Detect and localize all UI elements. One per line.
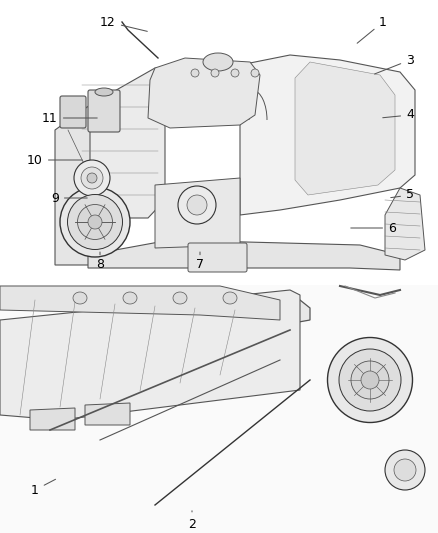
Polygon shape xyxy=(78,68,165,218)
Polygon shape xyxy=(85,403,130,425)
Text: 11: 11 xyxy=(42,111,97,125)
Text: 1: 1 xyxy=(31,479,56,497)
Ellipse shape xyxy=(251,69,259,77)
Ellipse shape xyxy=(203,53,233,71)
Ellipse shape xyxy=(60,187,130,257)
Polygon shape xyxy=(155,178,240,248)
Ellipse shape xyxy=(223,292,237,304)
Text: 7: 7 xyxy=(196,252,204,271)
Ellipse shape xyxy=(67,195,123,249)
Text: 9: 9 xyxy=(51,191,87,205)
Ellipse shape xyxy=(88,215,102,229)
Text: 1: 1 xyxy=(357,15,387,43)
Text: 3: 3 xyxy=(374,53,414,74)
Ellipse shape xyxy=(173,292,187,304)
Ellipse shape xyxy=(187,195,207,215)
Ellipse shape xyxy=(191,69,199,77)
Ellipse shape xyxy=(123,292,137,304)
Text: 2: 2 xyxy=(188,511,196,530)
Text: 6: 6 xyxy=(351,222,396,235)
Ellipse shape xyxy=(73,292,87,304)
Ellipse shape xyxy=(351,361,389,399)
Polygon shape xyxy=(30,408,75,430)
Text: 5: 5 xyxy=(391,189,414,201)
Polygon shape xyxy=(88,240,400,270)
Polygon shape xyxy=(240,55,415,215)
Ellipse shape xyxy=(361,371,379,389)
Ellipse shape xyxy=(178,186,216,224)
Ellipse shape xyxy=(87,173,97,183)
Ellipse shape xyxy=(74,160,110,196)
Text: 8: 8 xyxy=(96,252,104,271)
Polygon shape xyxy=(148,58,260,128)
Polygon shape xyxy=(0,285,438,533)
Polygon shape xyxy=(295,62,395,195)
Ellipse shape xyxy=(78,205,113,239)
Polygon shape xyxy=(0,290,300,420)
Polygon shape xyxy=(55,105,90,265)
Polygon shape xyxy=(385,188,425,260)
Ellipse shape xyxy=(385,450,425,490)
Polygon shape xyxy=(0,286,280,320)
Ellipse shape xyxy=(81,167,103,189)
Text: 10: 10 xyxy=(27,154,82,166)
Text: 12: 12 xyxy=(100,15,147,31)
Ellipse shape xyxy=(95,88,113,96)
Ellipse shape xyxy=(394,459,416,481)
FancyBboxPatch shape xyxy=(88,90,120,132)
Polygon shape xyxy=(0,300,310,375)
Text: 4: 4 xyxy=(383,109,414,122)
Ellipse shape xyxy=(211,69,219,77)
FancyBboxPatch shape xyxy=(188,243,247,272)
Ellipse shape xyxy=(328,337,413,423)
Ellipse shape xyxy=(339,349,401,411)
FancyBboxPatch shape xyxy=(60,96,86,128)
Ellipse shape xyxy=(231,69,239,77)
